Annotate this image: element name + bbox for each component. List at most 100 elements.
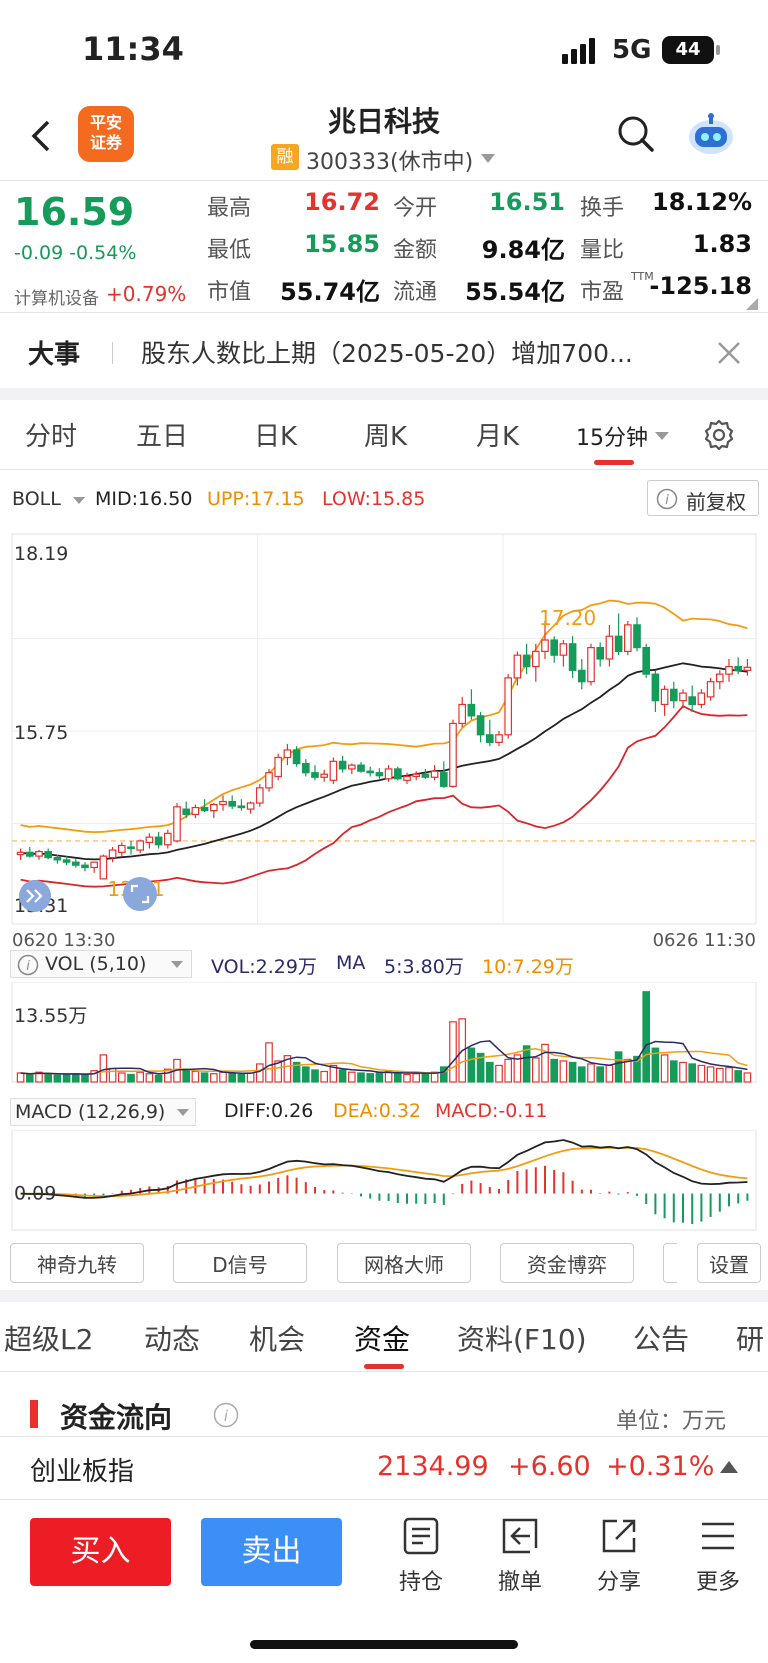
- stock-name: 兆日科技: [327, 105, 440, 138]
- holdings-action[interactable]: 持仓: [381, 1516, 461, 1596]
- volume-bar: [366, 1073, 375, 1083]
- volume-bar: [329, 1064, 338, 1083]
- industry-name[interactable]: 计算机设备: [14, 289, 99, 309]
- tab-daily-k[interactable]: 日K: [254, 422, 298, 452]
- subtab-level2[interactable]: 超级L2: [4, 1323, 94, 1356]
- candle-body: [421, 773, 430, 778]
- index-expand-icon[interactable]: [720, 1461, 738, 1473]
- volume-bar: [53, 1074, 62, 1083]
- d-signal-button[interactable]: D信号: [173, 1243, 307, 1283]
- funds-info-icon[interactable]: i: [213, 1402, 239, 1428]
- volume-bar: [25, 1073, 34, 1083]
- boll-dropdown-icon[interactable]: [73, 497, 85, 504]
- index-ticker[interactable]: 创业板指 2134.99 +6.60 +0.31%: [0, 1437, 768, 1499]
- period-dropdown-icon[interactable]: [655, 432, 669, 440]
- volume-bar: [311, 1069, 319, 1083]
- tab-monthly-k[interactable]: 月K: [476, 422, 520, 452]
- y-axis-label: 15.75: [14, 722, 68, 744]
- stock-code[interactable]: 300333(休市中): [306, 150, 474, 175]
- candle-body: [35, 850, 43, 857]
- period-tabs: 分时 五日 日K 周K 月K 15分钟: [0, 400, 768, 468]
- boll-indicator-name[interactable]: BOLL: [12, 488, 61, 510]
- candle-body: [62, 859, 71, 863]
- funds-accent-bar: [30, 1400, 38, 1428]
- chart-settings-icon[interactable]: [702, 418, 736, 452]
- sell-button[interactable]: 卖出: [201, 1518, 342, 1586]
- code-dropdown-icon[interactable]: [481, 154, 495, 163]
- broker-logo: 平安 证券: [78, 106, 134, 162]
- macd-diff-line: [20, 1139, 748, 1199]
- volume-bar: [81, 1073, 89, 1083]
- volume-bar: [504, 1058, 513, 1083]
- macd-chart[interactable]: 0.09: [0, 1130, 768, 1234]
- candle-body: [679, 692, 687, 702]
- tab-weekly-k[interactable]: 周K: [364, 422, 408, 452]
- volume-bar: [219, 1071, 227, 1083]
- candle-body: [173, 806, 181, 842]
- volume-bar: [476, 1052, 485, 1083]
- search-icon[interactable]: [616, 114, 656, 154]
- volume-bar: [541, 1043, 549, 1083]
- back-icon[interactable]: [26, 118, 56, 154]
- grid-master-button[interactable]: 网格大师: [337, 1243, 471, 1283]
- tab-fenshi[interactable]: 分时: [25, 422, 78, 452]
- status-time: 11:34: [82, 30, 184, 68]
- candle-body: [706, 681, 715, 698]
- candle-body: [44, 850, 53, 859]
- candle-body: [90, 861, 99, 869]
- volume-bar: [651, 1047, 660, 1083]
- info-icon: i: [656, 488, 678, 510]
- candle-body: [430, 770, 439, 778]
- svg-text:i: i: [665, 493, 669, 508]
- subtab-profile[interactable]: 资料(F10): [457, 1323, 587, 1356]
- quote-value: 55.74亿: [280, 278, 380, 306]
- tab-15min[interactable]: 15分钟: [576, 426, 648, 451]
- x-axis-label: 0626 11:30: [653, 930, 756, 950]
- subtab-research[interactable]: 研: [736, 1323, 765, 1356]
- more-action[interactable]: 更多: [678, 1516, 758, 1596]
- volume-bar: [35, 1071, 43, 1083]
- candle-body: [71, 861, 80, 866]
- adjust-button[interactable]: i 前复权: [647, 480, 759, 516]
- vol-ma10-line: [20, 1048, 748, 1075]
- volume-chart[interactable]: 13.55万: [0, 982, 768, 1086]
- candle-body: [347, 764, 356, 770]
- vol-selector[interactable]: i VOL (5,10): [10, 950, 192, 978]
- candle-body: [375, 772, 384, 777]
- indicator-settings-button[interactable]: 设置: [697, 1243, 761, 1283]
- news-text[interactable]: 股东人数比上期（2025-05-20）增加700...: [141, 339, 633, 368]
- candle-body: [605, 635, 614, 660]
- vol-value: VOL:2.29万: [211, 956, 317, 978]
- magic-nine-button[interactable]: 神奇九转: [10, 1243, 144, 1283]
- news-bar[interactable]: 大事 股东人数比上期（2025-05-20）增加700...: [0, 314, 768, 388]
- collapse-icon[interactable]: [19, 880, 51, 912]
- candle-body: [265, 772, 273, 789]
- candle-body: [163, 832, 172, 846]
- macd-selector[interactable]: MACD (12,26,9): [10, 1098, 196, 1126]
- volume-bar: [688, 1063, 697, 1083]
- candle-body: [16, 851, 25, 856]
- last-price: 16.59: [14, 190, 135, 234]
- cancel-order-action[interactable]: 撤单: [480, 1516, 560, 1596]
- more-indicators-button[interactable]: [663, 1243, 677, 1283]
- macd-diff: DIFF:0.26: [224, 1100, 314, 1122]
- quote-label: 流通: [393, 280, 438, 305]
- fullscreen-icon[interactable]: [123, 877, 157, 911]
- fund-game-button[interactable]: 资金博弈: [500, 1243, 634, 1283]
- svg-text:i: i: [224, 1407, 229, 1425]
- boll-mid-line: [20, 662, 748, 861]
- close-icon[interactable]: [716, 340, 742, 366]
- subtab-news[interactable]: 动态: [144, 1323, 201, 1356]
- robot-assistant-icon[interactable]: [686, 110, 736, 160]
- buy-button[interactable]: 买入: [30, 1518, 171, 1586]
- share-action[interactable]: 分享: [579, 1516, 659, 1596]
- quote-expand-icon[interactable]: [746, 298, 758, 310]
- subtab-funds[interactable]: 资金: [354, 1323, 411, 1356]
- tab-five-day[interactable]: 五日: [136, 422, 189, 452]
- candle-body: [513, 654, 522, 679]
- subtab-announcements[interactable]: 公告: [633, 1323, 690, 1356]
- subtab-opportunity[interactable]: 机会: [249, 1323, 306, 1356]
- candle-body: [439, 772, 448, 787]
- quote-label: 金额: [393, 238, 438, 263]
